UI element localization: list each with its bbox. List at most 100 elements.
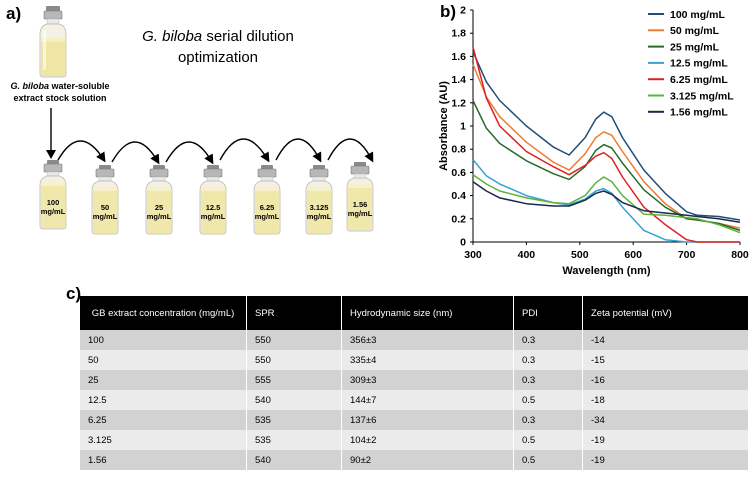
vial-label: 100 mg/mL xyxy=(38,198,68,216)
table-row: 25 555 309±3 0.3 -16 xyxy=(80,370,748,390)
y-tick-label: 0.4 xyxy=(451,190,466,202)
vial-icon xyxy=(305,165,333,235)
vial-concentration: 50 xyxy=(100,203,110,212)
dilution-title: G. biloba serial dilution optimization xyxy=(128,26,308,68)
vial-concentration: 25 xyxy=(154,203,164,212)
vial-label: 3.125 mg/mL xyxy=(304,203,334,221)
vial-icon xyxy=(39,160,67,230)
series-line-6 xyxy=(472,181,741,224)
absorbance-chart: 0 0.2 0.4 0.6 0.8 1 1.2 1.4 1.6 1.8 2 300 400 500 600 7… xyxy=(438,5,749,278)
x-tick-label: 700 xyxy=(678,249,696,261)
cell-pdi: 0.3 xyxy=(513,350,583,370)
cell-zeta: -34 xyxy=(582,410,748,430)
table-header-concentration: GB extract concentration (mg/mL) xyxy=(80,296,247,330)
curved-arrow-icon xyxy=(165,141,214,165)
y-tick-label: 1.4 xyxy=(451,74,466,86)
vial-label: 12.5 mg/mL xyxy=(198,203,228,221)
curved-arrow-icon xyxy=(219,138,270,163)
dilution-arrows xyxy=(57,138,374,165)
legend-entry: 1.56 mg/mL xyxy=(670,107,728,119)
vial-concentration: 1.56 xyxy=(352,200,368,209)
cell-pdi: 0.5 xyxy=(513,450,583,470)
vial-concentration: 100 xyxy=(46,198,60,207)
series-line-4 xyxy=(472,46,740,243)
vial-unit: mg/mL xyxy=(40,207,66,216)
cell-size: 90±2 xyxy=(341,450,514,470)
y-tick-label: 0 xyxy=(460,237,466,249)
y-tick-label: 1.8 xyxy=(451,28,466,40)
cell-spr: 550 xyxy=(246,350,342,370)
cell-spr: 555 xyxy=(246,370,342,390)
dilution-vial: 12.5 mg/mL xyxy=(198,165,228,235)
series-line-3 xyxy=(472,159,740,243)
y-axis-label: Absorbance (AU) xyxy=(438,81,450,171)
vial-icon xyxy=(145,165,173,235)
cell-zeta: -19 xyxy=(582,450,748,470)
table-row: 1.56 540 90±2 0.5 -19 xyxy=(80,450,748,470)
cell-size: 335±4 xyxy=(341,350,514,370)
legend-entry: 100 mg/mL xyxy=(670,9,725,21)
curved-arrow-icon xyxy=(57,140,106,163)
cell-concentration: 25 xyxy=(80,370,247,390)
dilution-vial: 3.125 mg/mL xyxy=(304,165,334,235)
vial-concentration: 6.25 xyxy=(259,203,275,212)
legend-entry: 3.125 mg/mL xyxy=(670,90,734,102)
curved-arrow-icon xyxy=(275,138,322,163)
y-tick-label: 1.2 xyxy=(451,97,466,109)
cell-concentration: 12.5 xyxy=(80,390,247,410)
table-header-zeta: Zeta potential (mV) xyxy=(582,296,748,330)
stock-caption-italic: G. biloba xyxy=(10,81,49,91)
table-header-size: Hydrodynamic size (nm) xyxy=(341,296,514,330)
dilution-vial: 1.56 mg/mL xyxy=(345,162,375,232)
cell-pdi: 0.3 xyxy=(513,410,583,430)
dilution-title-rest: serial dilution optimization xyxy=(177,28,294,66)
dilution-vial: 50 mg/mL xyxy=(90,165,120,235)
cell-pdi: 0.5 xyxy=(513,390,583,410)
curved-arrow-icon xyxy=(111,141,160,165)
cell-spr: 540 xyxy=(246,390,342,410)
vial-unit: mg/mL xyxy=(92,212,118,221)
cell-concentration: 50 xyxy=(80,350,247,370)
legend-entry: 12.5 mg/mL xyxy=(670,58,728,70)
cell-zeta: -14 xyxy=(582,330,748,350)
vial-label: 50 mg/mL xyxy=(90,203,120,221)
x-tick-label: 800 xyxy=(731,249,749,261)
vial-icon xyxy=(253,165,281,235)
vial-icon xyxy=(91,165,119,235)
vial-icon xyxy=(346,162,374,232)
cell-pdi: 0.3 xyxy=(513,370,583,390)
vial-unit: mg/mL xyxy=(254,212,280,221)
panel-a-label: a) xyxy=(6,4,22,23)
legend-entry: 25 mg/mL xyxy=(670,41,720,53)
dilution-vial: 100 mg/mL xyxy=(38,160,68,230)
cell-size: 104±2 xyxy=(341,430,514,450)
vial-label: 25 mg/mL xyxy=(144,203,174,221)
cell-zeta: -18 xyxy=(582,390,748,410)
stock-vial-icon xyxy=(39,6,67,78)
x-tick-label: 400 xyxy=(518,249,536,261)
series-line-5 xyxy=(472,174,741,234)
cell-size: 144±7 xyxy=(341,390,514,410)
cell-size: 309±3 xyxy=(341,370,514,390)
dilution-vial: 25 mg/mL xyxy=(144,165,174,235)
vial-unit: mg/mL xyxy=(347,209,373,218)
vial-icon xyxy=(199,165,227,235)
x-tick-label: 600 xyxy=(624,249,642,261)
y-tick-label: 0.2 xyxy=(451,213,466,225)
series-line-2 xyxy=(472,100,741,232)
cell-spr: 535 xyxy=(246,430,342,450)
table-row: 3.125 535 104±2 0.5 -19 xyxy=(80,430,748,450)
vial-concentration: 12.5 xyxy=(205,203,221,212)
cell-spr: 540 xyxy=(246,450,342,470)
vial-label: 6.25 mg/mL xyxy=(252,203,282,221)
legend-entry: 50 mg/mL xyxy=(670,25,720,37)
vial-unit: mg/mL xyxy=(200,212,226,221)
dilution-vial: 6.25 mg/mL xyxy=(252,165,282,235)
y-tick-label: 1 xyxy=(460,121,466,133)
cell-zeta: -16 xyxy=(582,370,748,390)
cell-spr: 535 xyxy=(246,410,342,430)
cell-size: 356±3 xyxy=(341,330,514,350)
stock-caption-rest: water-soluble extract stock solution xyxy=(13,81,110,103)
vial-unit: mg/mL xyxy=(146,212,172,221)
series-line-0 xyxy=(472,51,741,221)
